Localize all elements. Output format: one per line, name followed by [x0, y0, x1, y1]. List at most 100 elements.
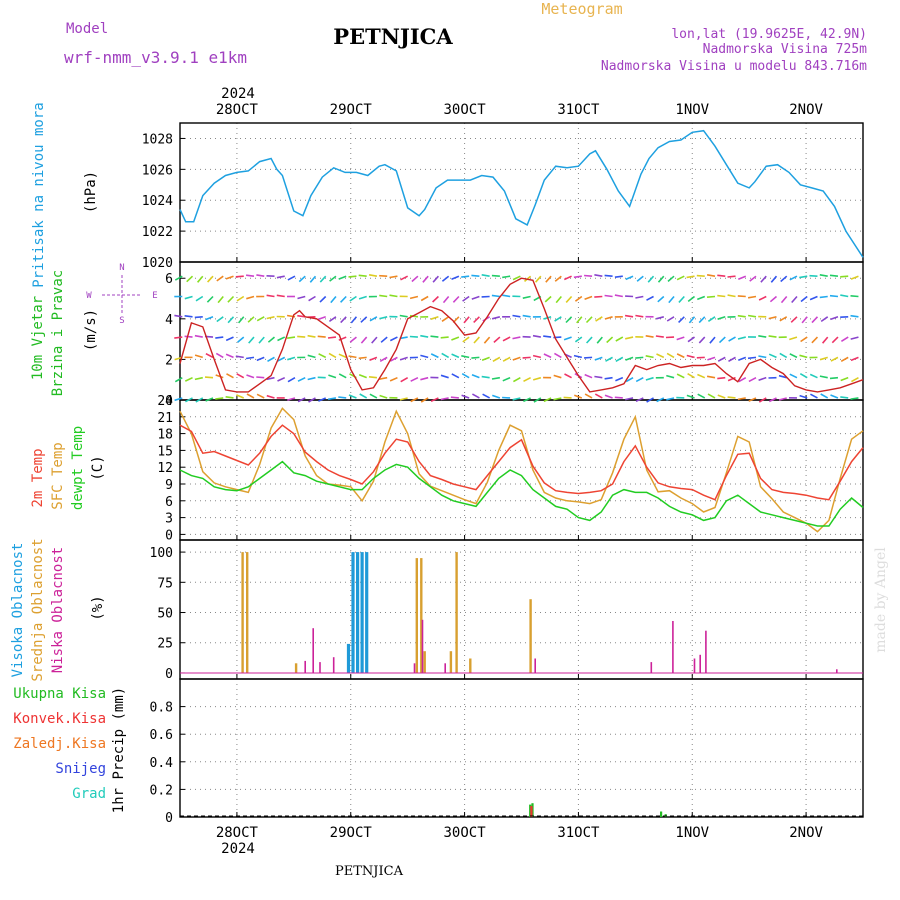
wind-arrow: [430, 316, 439, 320]
y-tick-label: 1028: [142, 132, 173, 147]
cloud-bar: [534, 658, 536, 673]
wind-arrow: [338, 275, 347, 280]
wind-arrow: [831, 336, 839, 344]
wind-arrow: [400, 376, 409, 383]
wind-arrow: [554, 275, 562, 282]
wind-arrow: [502, 376, 511, 382]
wind-arrow: [615, 376, 624, 382]
wind-arrow: [390, 356, 398, 362]
wind-arrow: [586, 336, 593, 344]
wind-arrow: [389, 275, 398, 279]
wind-arrow: [225, 353, 234, 359]
bottom-date-label: 28OCT: [216, 825, 259, 841]
wind-arrow: [666, 374, 675, 379]
wind-arrow: [555, 295, 562, 304]
wind-arrow: [706, 295, 716, 298]
wind-arrow: [554, 352, 562, 359]
wind-arrow: [482, 393, 491, 399]
wind-arrow: [340, 295, 347, 303]
y-tick-label: 50: [157, 607, 173, 622]
wind-arrow: [174, 336, 183, 339]
wind-arrow: [207, 275, 214, 283]
wind-arrow: [635, 295, 644, 299]
wind-arrow: [348, 394, 357, 399]
wind-arrow: [811, 316, 819, 324]
wind-arrow: [647, 275, 655, 283]
wind-arrow: [840, 356, 849, 362]
pressure-side-label: Pritisak na nivou mora: [31, 102, 47, 287]
wind-arrow: [584, 274, 593, 278]
wind-arrow: [532, 334, 541, 338]
panel-frame: [179, 122, 864, 263]
wind-arrow: [614, 275, 623, 278]
panel-wind: 0 2 4 6: [165, 261, 864, 409]
wind-arrow: [236, 373, 245, 379]
wind-arrow: [206, 295, 214, 303]
wind-arrow: [245, 274, 255, 277]
wind-direction-w: W: [86, 291, 92, 301]
dewpt-line: [179, 460, 864, 527]
wind-arrow: [655, 335, 664, 338]
wind-arrow: [748, 376, 757, 383]
wind-arrow: [420, 397, 429, 403]
wind-arrow: [205, 397, 214, 402]
wind-arrow: [688, 316, 696, 324]
wind-arrow: [471, 373, 480, 379]
wind-arrow: [358, 374, 367, 379]
precip-bar: [530, 806, 533, 817]
wind-arrow: [410, 397, 419, 403]
wind-arrow: [737, 314, 746, 318]
wind-arrow: [829, 294, 839, 298]
wind-arrow: [686, 275, 695, 279]
wind-arrow: [256, 316, 265, 322]
wind-arrow: [287, 356, 296, 361]
cloud-bar: [699, 654, 701, 673]
wind-arrow: [286, 336, 296, 339]
wind-arrow: [768, 353, 777, 359]
wind-arrow: [799, 354, 808, 359]
wind-arrow: [605, 356, 613, 362]
precip-legend-graupel: Grad: [72, 786, 106, 802]
wind-arrow: [635, 314, 644, 318]
wind-arrow: [687, 295, 696, 303]
wind-arrow: [625, 397, 634, 401]
y-tick-label: 0: [165, 394, 173, 409]
wind-arrow: [215, 336, 224, 339]
model-elevation-label: Nadmorska Visina u modelu 843.716m: [601, 59, 867, 74]
wind-unit-label: (m/s): [83, 309, 99, 351]
wind-arrow: [430, 335, 439, 338]
wind-arrow: [184, 295, 193, 300]
temp-unit-label: (C): [90, 455, 106, 480]
wind-arrow: [308, 295, 316, 302]
wind-arrow: [319, 295, 327, 303]
wind-arrow: [491, 294, 500, 298]
wind-arrow: [246, 393, 255, 399]
wind-arrow: [237, 316, 245, 324]
wind-arrow: [543, 335, 552, 338]
cloud-bar: [312, 628, 314, 673]
wind-side-label-1: 10m Vjetar: [30, 296, 46, 380]
bottom-date-label: 1NOV: [675, 825, 709, 841]
y-tick-label: 15: [157, 444, 173, 459]
station-title: PETNJICA: [333, 24, 453, 49]
wind-arrow: [676, 353, 685, 359]
wind-arrow: [840, 336, 849, 342]
wind-arrow: [584, 295, 593, 301]
wind-arrow: [215, 397, 224, 400]
wind-arrow: [697, 373, 706, 379]
temp-2m-line: [179, 424, 864, 501]
wind-arrow: [594, 356, 603, 361]
wind-arrow: [840, 294, 849, 298]
wind-arrow: [174, 376, 183, 383]
wind-arrow: [236, 295, 245, 302]
wind-arrow: [194, 334, 203, 338]
wind-arrow: [707, 393, 716, 399]
wind-arrow: [330, 295, 337, 304]
elevation-label: Nadmorska Visina 725m: [703, 42, 868, 57]
wind-arrow: [717, 294, 726, 298]
wind-arrow: [276, 275, 285, 279]
wind-arrow: [728, 356, 736, 362]
wind-arrow: [656, 353, 665, 359]
wind-arrow: [256, 393, 265, 399]
